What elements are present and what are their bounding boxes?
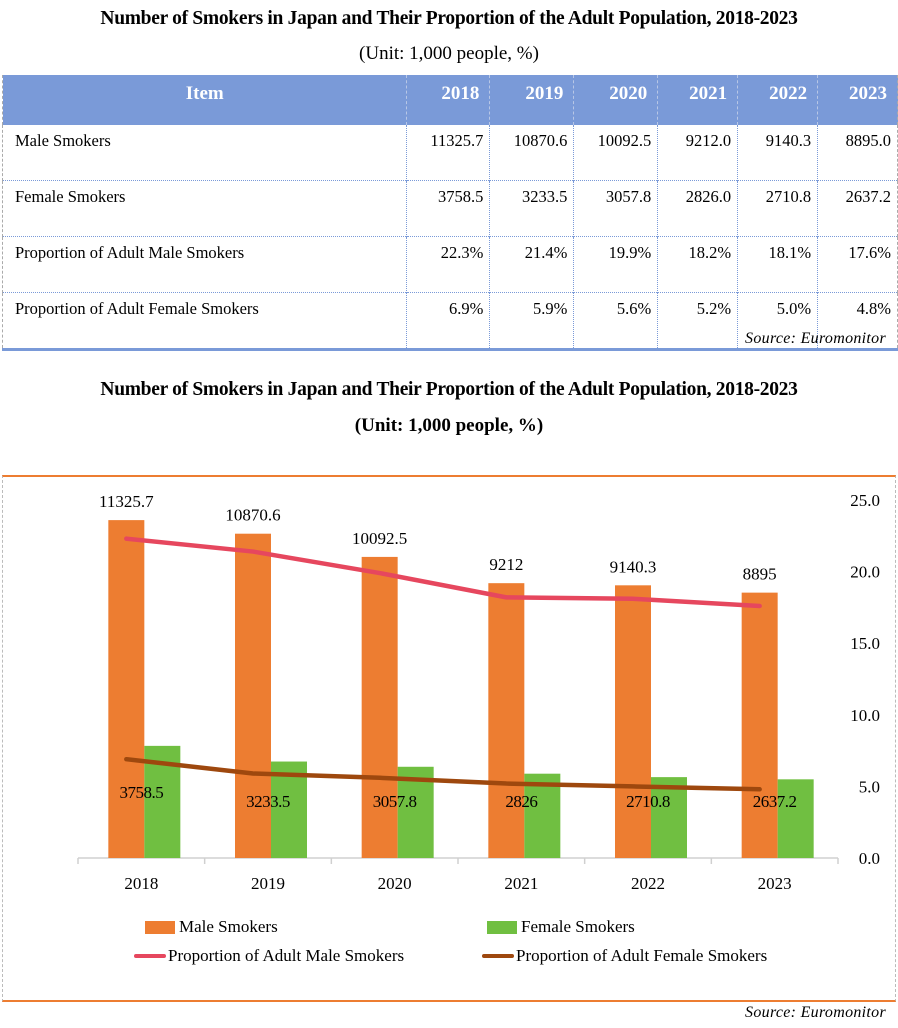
legend-item-male-smokers: Male Smokers	[145, 917, 278, 937]
table-header-row: Item 2018 2019 2020 2021 2022 2023	[2, 75, 898, 125]
bar-female-smokers	[271, 761, 307, 858]
y-tick-label-right: 15.0	[850, 634, 880, 653]
y-tick-label-right: 10.0	[850, 706, 880, 725]
row-label: Male Smokers	[2, 124, 406, 181]
data-label-female: 3057.8	[373, 792, 417, 811]
chart-subtitle: (Unit: 1,000 people, %)	[354, 415, 544, 436]
data-label-male: 8895	[743, 565, 777, 584]
legend-swatch-female-bar	[487, 920, 517, 934]
cell: 8895.0	[817, 124, 898, 181]
x-tick-label: 2021	[504, 874, 538, 893]
cell: 2826.0	[657, 180, 738, 237]
row-label: Proportion of Adult Male Smokers	[2, 236, 406, 293]
data-label-male: 11325.7	[99, 492, 154, 511]
table-subtitle: (Unit: 1,000 people, %)	[359, 43, 539, 64]
legend-label: Proportion of Adult Male Smokers	[168, 946, 405, 965]
cell: 9140.3	[737, 124, 818, 181]
line-female-proportion	[124, 756, 762, 792]
header-year: 2022	[737, 75, 818, 125]
legend-label: Male Smokers	[179, 917, 278, 936]
legend-swatch-female-line	[482, 954, 514, 958]
cell: 10092.5	[573, 124, 658, 181]
y-tick-label-right: 0.0	[859, 849, 880, 868]
cell: 18.2%	[657, 236, 738, 293]
data-label-male: 9140.3	[610, 557, 657, 576]
bar-male-smokers	[235, 533, 271, 858]
cell: 2637.2	[817, 180, 898, 237]
row-label: Female Smokers	[2, 180, 406, 237]
line-male-proportion	[124, 536, 762, 609]
chart-title: Number of Smokers in Japan and Their Pro…	[100, 379, 798, 400]
table-row: Proportion of Adult Male Smokers 22.3% 2…	[2, 236, 898, 293]
header-year: 2019	[489, 75, 574, 125]
data-label-male: 10870.6	[225, 506, 280, 525]
cell: 11325.7	[405, 124, 490, 181]
bar-male-smokers	[741, 592, 778, 858]
bar-male-smokers	[615, 585, 651, 858]
bar-female-smokers	[777, 779, 814, 858]
data-label-female: 3233.5	[246, 792, 290, 811]
table-source: Source: Euromonitor	[745, 330, 886, 347]
legend-label: Proportion of Adult Female Smokers	[516, 946, 768, 965]
legend-swatch-male-bar	[145, 920, 175, 934]
chart-frame	[2, 475, 896, 1002]
x-tick-label: 2022	[631, 874, 665, 893]
cell: 2710.8	[737, 180, 818, 237]
bar-female-smokers	[651, 777, 687, 858]
chart-source: Source: Euromonitor	[745, 1004, 886, 1021]
legend-item-female-smokers: Female Smokers	[487, 917, 635, 937]
header-item: Item	[2, 75, 406, 125]
cell: 9212.0	[657, 124, 738, 181]
cell: 5.9%	[489, 292, 574, 351]
legend-swatch-male-line	[134, 954, 166, 958]
cell: 5.6%	[573, 292, 658, 351]
data-label-male: 10092.5	[352, 529, 407, 548]
header-year: 2018	[405, 75, 490, 125]
bar-male-smokers	[361, 556, 398, 858]
data-label-male: 9212	[489, 555, 523, 574]
legend-item-female-proportion: Proportion of Adult Female Smokers	[482, 946, 767, 966]
x-tick-label: 2023	[758, 874, 792, 893]
y-tick-label-right: 5.0	[859, 777, 880, 796]
table-title: Number of Smokers in Japan and Their Pro…	[100, 8, 798, 29]
data-label-female: 3758.5	[119, 783, 163, 802]
table-row: Female Smokers 3758.5 3233.5 3057.8 2826…	[2, 180, 898, 237]
data-label-female: 2826	[505, 792, 537, 811]
x-tick-label: 2019	[251, 874, 285, 893]
cell: 3758.5	[405, 180, 490, 237]
cell: 10870.6	[489, 124, 574, 181]
legend-item-male-proportion: Proportion of Adult Male Smokers	[134, 946, 404, 966]
bar-male-smokers	[488, 583, 525, 858]
header-year: 2023	[817, 75, 898, 125]
legend-label: Female Smokers	[521, 917, 635, 936]
cell: 5.0%	[737, 292, 818, 351]
cell: 21.4%	[489, 236, 574, 293]
x-tick-label: 2018	[124, 874, 158, 893]
cell: 3233.5	[489, 180, 574, 237]
y-tick-label-right: 25.0	[850, 491, 880, 510]
bar-male-smokers	[108, 520, 145, 858]
table-row: Male Smokers 11325.7 10870.6 10092.5 921…	[2, 124, 898, 181]
cell: 19.9%	[573, 236, 658, 293]
cell: 22.3%	[405, 236, 490, 293]
smokers-table: Item 2018 2019 2020 2021 2022 2023 Male …	[2, 75, 898, 351]
cell: 3057.8	[573, 180, 658, 237]
cell: 6.9%	[405, 292, 490, 351]
data-label-female: 2637.2	[753, 792, 797, 811]
header-year: 2021	[657, 75, 738, 125]
bar-female-smokers	[524, 773, 561, 858]
cell: 18.1%	[737, 236, 818, 293]
cell: 4.8%	[817, 292, 898, 351]
row-label: Proportion of Adult Female Smokers	[2, 292, 406, 351]
data-label-female: 2710.8	[626, 792, 670, 811]
y-tick-label-right: 20.0	[850, 563, 880, 582]
table-row: Proportion of Adult Female Smokers 6.9% …	[2, 292, 898, 351]
header-year: 2020	[573, 75, 658, 125]
x-tick-label: 2020	[378, 874, 412, 893]
cell: 5.2%	[657, 292, 738, 351]
cell: 17.6%	[817, 236, 898, 293]
